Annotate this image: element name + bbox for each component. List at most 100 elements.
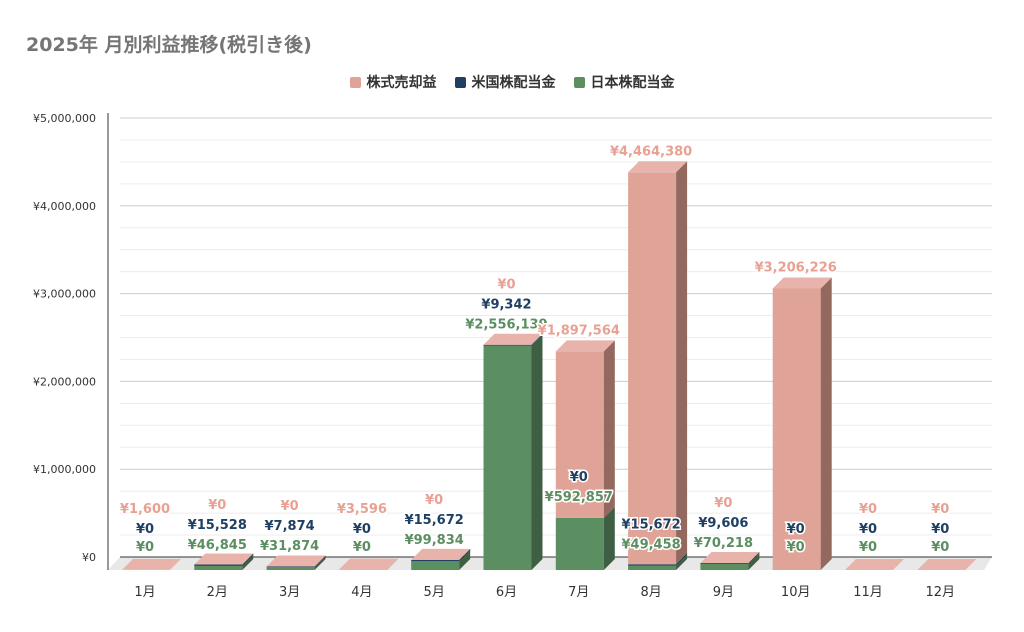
data-label: ¥0: [425, 493, 443, 508]
x-tick-label: 3月: [279, 585, 300, 600]
bar-side: [676, 161, 688, 565]
x-tick-label: 11月: [853, 585, 883, 600]
bar-side: [676, 553, 688, 566]
bar-top: [266, 555, 326, 567]
data-label: ¥0: [931, 522, 949, 537]
data-label: ¥0: [859, 540, 877, 555]
bar-segment: [772, 288, 821, 570]
bar-side: [459, 548, 471, 562]
data-label: ¥0: [570, 470, 588, 485]
data-label: ¥15,672: [405, 513, 464, 528]
data-label: ¥3,206,226: [755, 260, 837, 275]
bar-side: [531, 334, 543, 570]
data-label: ¥7,874: [265, 519, 315, 534]
data-label: ¥0: [787, 522, 805, 537]
y-tick-label: ¥5,000,000: [33, 112, 96, 125]
data-label: ¥1,600: [120, 502, 170, 517]
bar-top: [772, 277, 832, 289]
data-label: ¥2,556,139: [465, 318, 547, 333]
x-tick-label: 9月: [713, 585, 734, 600]
bar-top: [845, 559, 904, 570]
bar-side: [748, 551, 760, 564]
data-label: ¥0: [353, 522, 371, 537]
data-label: ¥70,218: [694, 536, 753, 551]
bar-segment: [194, 564, 243, 566]
bar-segment: [194, 565, 243, 570]
data-label: ¥0: [353, 540, 371, 555]
bar-segment: [700, 563, 749, 570]
data-label: ¥9,606: [698, 516, 748, 531]
data-label: ¥0: [136, 540, 154, 555]
legend-swatch: [349, 76, 361, 88]
x-tick-label: 6月: [496, 585, 517, 600]
floor: [108, 557, 992, 570]
bar-side: [603, 340, 615, 518]
bar-top: [194, 553, 254, 565]
data-label: ¥0: [497, 278, 515, 293]
bar-segment: [628, 564, 677, 566]
legend-item-stock-sales[interactable]: 株式売却益: [349, 72, 437, 92]
bar-segment: [700, 562, 749, 564]
bar-top: [555, 340, 615, 352]
x-tick-label: 10月: [781, 585, 811, 600]
bar-side: [603, 506, 615, 570]
bar-segment: [483, 345, 532, 570]
data-label: ¥99,834: [405, 533, 464, 548]
bar-side: [748, 552, 760, 570]
bar-side: [386, 558, 398, 570]
y-tick-label: ¥3,000,000: [33, 288, 96, 301]
data-label: ¥31,874: [260, 539, 319, 554]
legend-item-jp-dividend[interactable]: 日本株配当金: [573, 72, 675, 92]
bar-side: [459, 550, 471, 570]
bar-segment: [411, 561, 460, 570]
y-tick-label: ¥2,000,000: [33, 375, 96, 388]
data-label: ¥4,464,380: [610, 144, 692, 159]
bar-side: [242, 554, 254, 570]
data-label: ¥1,897,564: [538, 323, 620, 338]
x-tick-label: 1月: [134, 585, 155, 600]
x-tick-label: 7月: [568, 585, 589, 600]
bar-side: [314, 555, 326, 568]
bar-segment: [266, 567, 315, 570]
x-tick-label: 12月: [926, 585, 956, 600]
y-tick-label: ¥4,000,000: [33, 200, 96, 213]
bar-segment: [628, 172, 677, 565]
bar-segment: [411, 559, 460, 562]
bar-top: [917, 559, 977, 570]
data-label: ¥15,672: [621, 518, 680, 533]
x-tick-label: 4月: [351, 585, 372, 600]
data-label: ¥15,528: [188, 518, 247, 533]
chart-title: 2025年 月別利益推移(税引き後): [26, 34, 312, 56]
data-label: ¥0: [931, 502, 949, 517]
legend-label: 米国株配当金: [471, 75, 556, 91]
data-label: ¥0: [281, 499, 299, 514]
x-tick-label: 2月: [207, 585, 228, 600]
data-label: ¥3,596: [337, 502, 387, 517]
data-label: ¥0: [859, 502, 877, 517]
bar-top: [122, 558, 181, 570]
data-label: ¥46,845: [188, 538, 247, 553]
legend-item-us-dividend[interactable]: 米国株配当金: [454, 72, 556, 92]
bar-top: [483, 333, 543, 345]
data-label: ¥49,458: [621, 538, 680, 553]
bar-segment: [266, 566, 315, 568]
data-label: ¥9,342: [481, 298, 531, 313]
data-label: ¥0: [931, 540, 949, 555]
data-label: ¥0: [859, 522, 877, 537]
x-tick-label: 8月: [640, 585, 661, 600]
bar-side: [531, 333, 543, 346]
x-tick-label: 5月: [424, 585, 445, 600]
bar-top: [411, 548, 471, 560]
data-label: ¥0: [208, 498, 226, 513]
bar-top: [628, 161, 688, 173]
bar-side: [676, 554, 688, 570]
y-tick-label: ¥1,000,000: [33, 463, 96, 476]
data-label: ¥0: [714, 496, 732, 511]
bar-side: [314, 556, 326, 570]
bar-top: [338, 558, 398, 570]
data-label: ¥0: [136, 522, 154, 537]
y-tick-label: ¥0: [82, 551, 96, 564]
bar-segment: [555, 351, 604, 518]
